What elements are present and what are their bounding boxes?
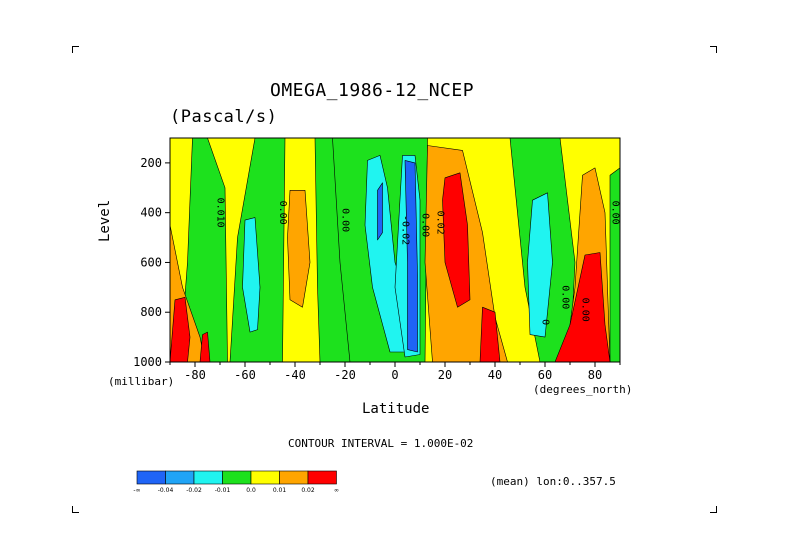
x-tick-label: 60 bbox=[538, 368, 552, 382]
colorbar-swatch bbox=[250, 470, 280, 485]
contour-region-blue bbox=[377, 182, 383, 241]
colorbar-label: -0.02 bbox=[186, 487, 202, 494]
y-axis-label: Level bbox=[97, 199, 113, 242]
contour-label: 0.00 bbox=[277, 201, 288, 225]
contour-region-red bbox=[554, 252, 611, 362]
contour-label: 0 bbox=[540, 319, 551, 325]
y-tick-label: 400 bbox=[140, 206, 162, 220]
contour-region-green bbox=[179, 138, 228, 362]
colorbar-label: 0.02 bbox=[301, 487, 315, 494]
colorbar-label: 0.01 bbox=[273, 487, 287, 494]
contour-region-blue bbox=[404, 160, 418, 353]
colorbar-swatch bbox=[279, 470, 309, 485]
x-tick-label: -40 bbox=[284, 368, 306, 382]
colorbar-swatch bbox=[222, 470, 252, 485]
chart-subtitle: (Pascal/s) bbox=[170, 107, 278, 127]
contour-label: 0.010 bbox=[215, 198, 226, 228]
x-axis-units: (degrees_north) bbox=[533, 383, 633, 396]
colorbar-label: 0.0 bbox=[246, 487, 256, 494]
region-label: (mean) lon:0..357.5 bbox=[490, 475, 616, 488]
y-tick-label: 1000 bbox=[133, 355, 162, 369]
contour-fields: 0.010 0.00 0.00 -0.02 0.00 0.02 0.00 0.00 0.00 0 bbox=[170, 138, 621, 362]
contour-region-cyan bbox=[527, 192, 553, 338]
colorbar-swatch bbox=[136, 470, 166, 485]
contour-region-orange bbox=[287, 190, 311, 308]
contour-label: 0.00 bbox=[340, 208, 351, 232]
colorbar-swatch bbox=[165, 470, 195, 485]
contour-region-green bbox=[609, 167, 620, 362]
x-tick-label: -20 bbox=[334, 368, 356, 382]
colorbar-swatch bbox=[193, 470, 223, 485]
x-tick-label: 40 bbox=[488, 368, 502, 382]
contour-region-red bbox=[170, 296, 191, 362]
x-tick-label: -80 bbox=[184, 368, 206, 382]
x-axis-label: Latitude bbox=[362, 401, 430, 417]
chart-title: OMEGA_1986-12_NCEP bbox=[270, 80, 475, 101]
contour-region-red bbox=[442, 172, 471, 308]
crop-mark-bottom-left bbox=[72, 506, 79, 513]
contour-label: -0.02 bbox=[400, 215, 411, 245]
colorbar-swatch bbox=[307, 470, 337, 485]
crop-mark-top-left bbox=[72, 46, 79, 53]
contour-label: 0.00 bbox=[610, 201, 621, 225]
x-tick-label: 20 bbox=[438, 368, 452, 382]
contour-region-red bbox=[479, 306, 501, 362]
colorbar-label: -0.04 bbox=[158, 487, 174, 494]
contour-region-red bbox=[199, 331, 211, 362]
colorbar-label: -∞ bbox=[133, 487, 140, 494]
contour-region-cyan bbox=[242, 217, 261, 333]
y-axis-units: (millibar) bbox=[108, 375, 175, 388]
x-tick-label: 80 bbox=[588, 368, 602, 382]
crop-mark-top-right bbox=[710, 46, 717, 53]
x-tick-label: -60 bbox=[234, 368, 256, 382]
colorbar-label: ∞ bbox=[334, 487, 339, 494]
x-tick-label: 0 bbox=[391, 368, 398, 382]
contour-label: 0.02 bbox=[435, 211, 446, 235]
crop-mark-bottom-right bbox=[710, 506, 717, 513]
y-tick-label: 200 bbox=[140, 156, 162, 170]
contour-interval-label: CONTOUR INTERVAL = 1.000E-02 bbox=[288, 437, 474, 450]
contour-label: 0.00 bbox=[420, 213, 431, 237]
y-tick-label: 800 bbox=[140, 305, 162, 319]
contour-label: 0.00 bbox=[560, 285, 571, 309]
colorbar-label: -0.01 bbox=[215, 487, 231, 494]
y-tick-label: 600 bbox=[140, 255, 162, 269]
contour-label: 0.00 bbox=[580, 298, 591, 322]
